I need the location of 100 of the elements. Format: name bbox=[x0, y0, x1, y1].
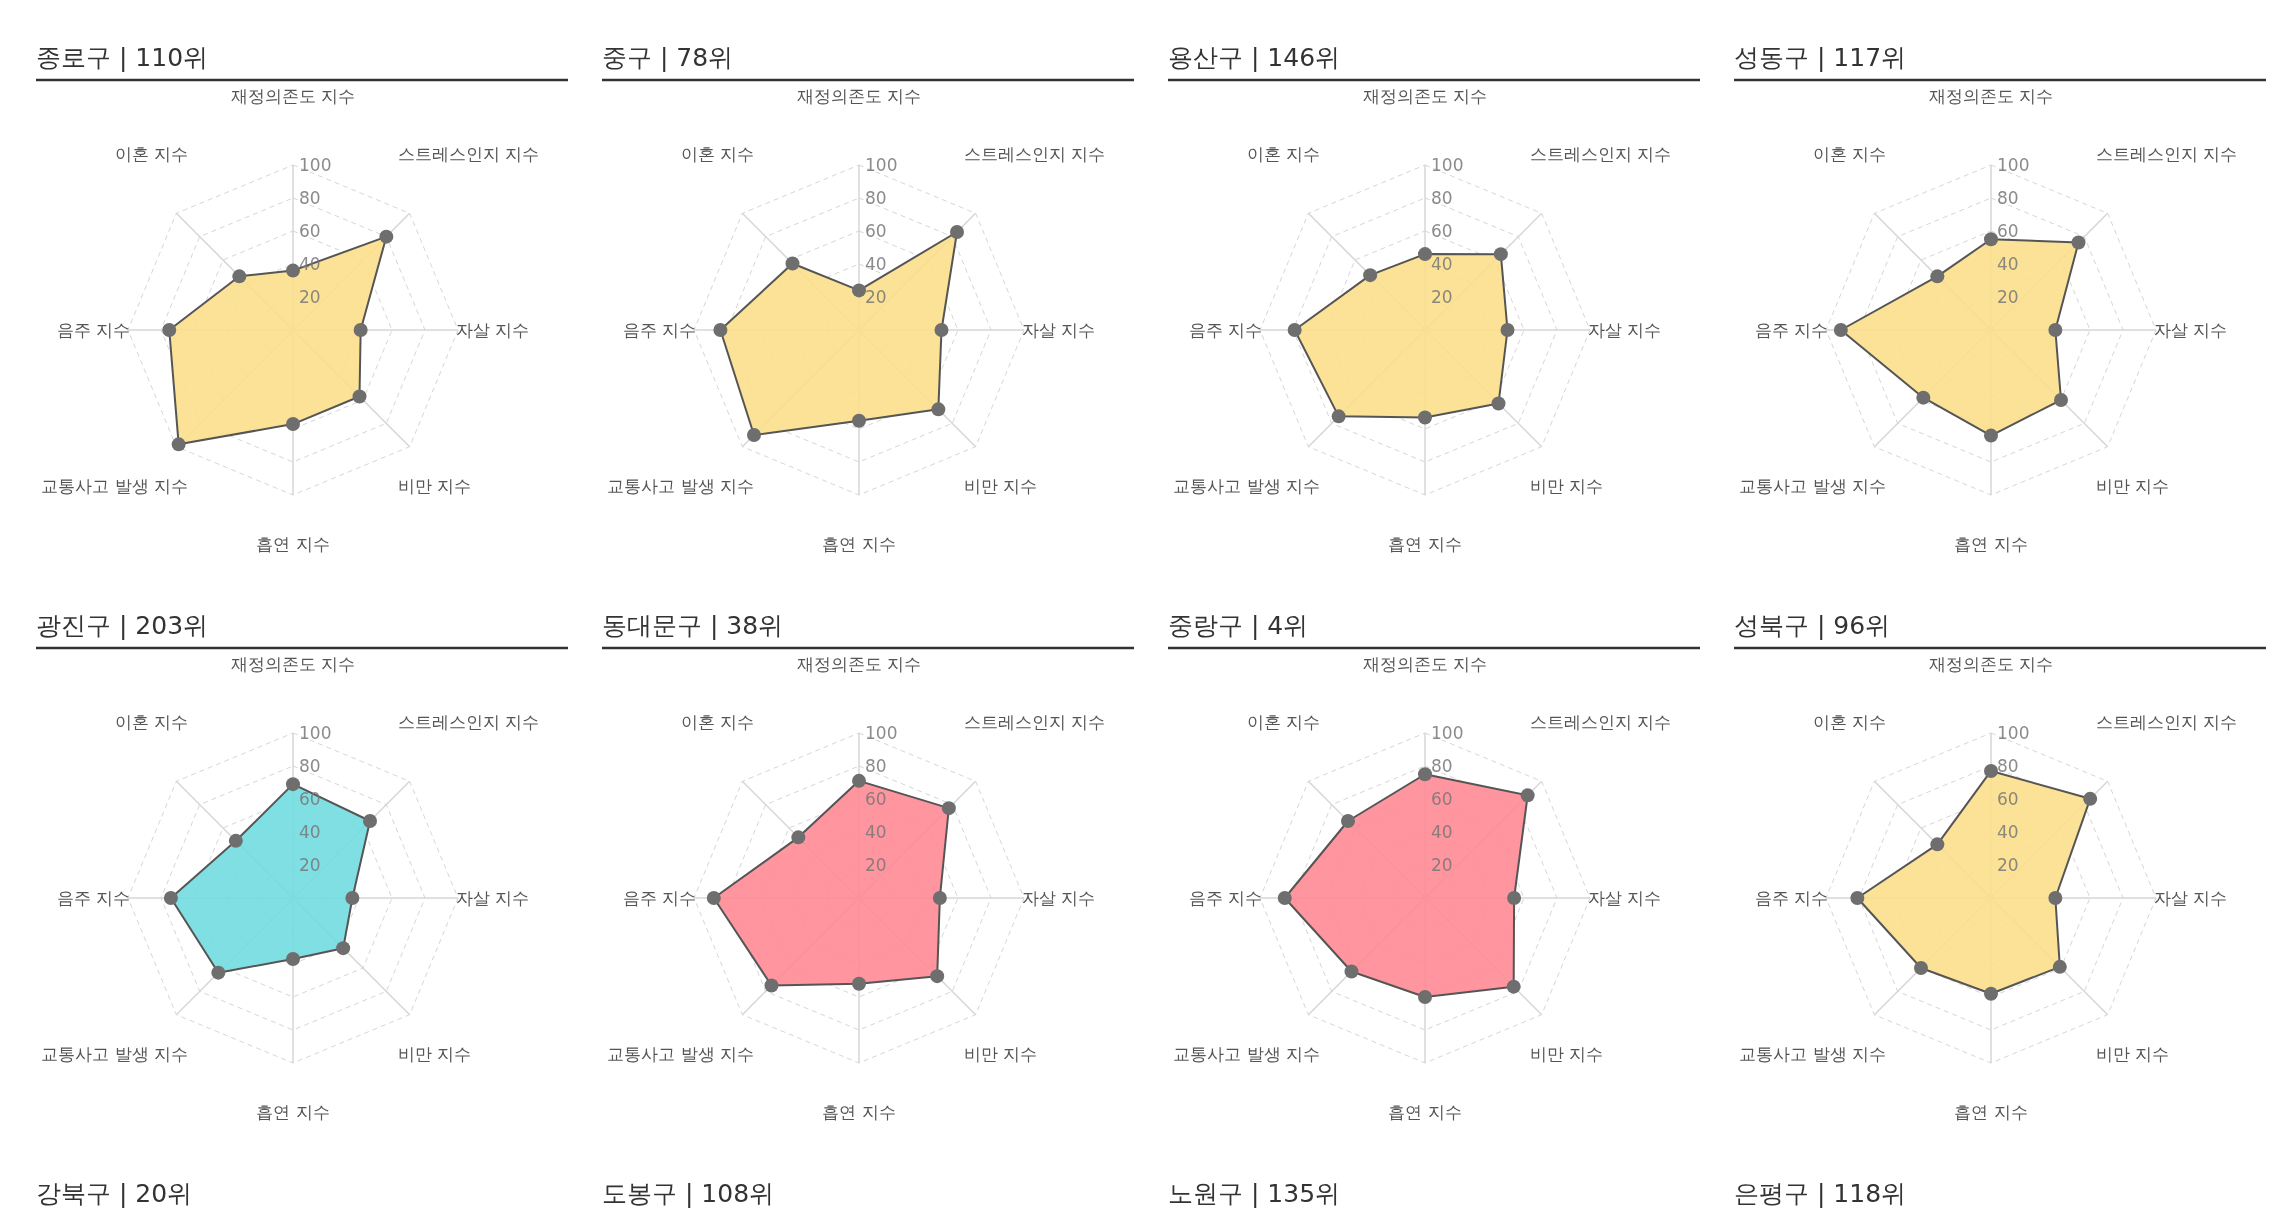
text: 강북구 | 20위 bbox=[36, 1179, 193, 1208]
y-tick-label: 80 bbox=[299, 188, 321, 208]
y-tick-label: 80 bbox=[1431, 756, 1453, 776]
y-tick-label: 20 bbox=[1431, 287, 1453, 307]
y-tick-label: 20 bbox=[865, 287, 887, 307]
spoke-label: 재정의존도 지수 bbox=[230, 654, 356, 674]
spoke-label: 교통사고 발생 지수 bbox=[1739, 1044, 1886, 1065]
y-tick-label: 100 bbox=[1997, 723, 2030, 743]
y-tick-label: 40 bbox=[865, 822, 887, 842]
spoke-label: 자살 지수 bbox=[2154, 320, 2228, 340]
spoke-label: 재정의존도 지수 bbox=[1362, 86, 1488, 106]
spoke-label: 이혼 지수 bbox=[1812, 711, 1886, 732]
y-tick-label: 80 bbox=[865, 188, 887, 208]
spoke-label: 재정의존도 지수 bbox=[1362, 654, 1488, 674]
spoke-label: 비만 지수 bbox=[1530, 476, 1604, 497]
y-tick-label: 100 bbox=[299, 723, 332, 743]
spoke-label: 비만 지수 bbox=[398, 1044, 472, 1065]
y-tick-label: 80 bbox=[1997, 756, 2019, 776]
chart-title: 중랑구 | 4위 bbox=[1168, 611, 1309, 640]
y-tick-label: 80 bbox=[865, 756, 887, 776]
y-tick-label: 20 bbox=[299, 855, 321, 875]
y-tick-label: 20 bbox=[1997, 855, 2019, 875]
spoke-label: 이혼 지수 bbox=[1246, 711, 1320, 732]
y-tick-label: 60 bbox=[299, 789, 321, 809]
spoke-label: 흡연 지수 bbox=[1388, 1102, 1462, 1122]
spoke-label: 스트레스인지 지수 bbox=[398, 143, 540, 164]
spoke-label: 음주 지수 bbox=[56, 888, 130, 908]
spoke-label: 재정의존도 지수 bbox=[796, 654, 922, 674]
spoke-label: 비만 지수 bbox=[1530, 1044, 1604, 1065]
spoke-label: 음주 지수 bbox=[622, 888, 696, 908]
spoke-label: 스트레스인지 지수 bbox=[964, 711, 1106, 732]
spoke-label: 흡연 지수 bbox=[822, 1102, 896, 1122]
spoke-label: 자살 지수 bbox=[1588, 320, 1662, 340]
spoke-label: 자살 지수 bbox=[456, 888, 530, 908]
spoke-label: 흡연 지수 bbox=[822, 534, 896, 554]
spoke-label: 재정의존도 지수 bbox=[796, 86, 922, 106]
y-tick-label: 40 bbox=[1997, 822, 2019, 842]
spoke-label: 흡연 지수 bbox=[1388, 534, 1462, 554]
y-tick-label: 20 bbox=[1997, 287, 2019, 307]
y-tick-label: 60 bbox=[299, 221, 321, 241]
spoke-label: 자살 지수 bbox=[1022, 320, 1096, 340]
spoke-label: 교통사고 발생 지수 bbox=[1173, 1044, 1320, 1065]
y-tick-label: 60 bbox=[865, 789, 887, 809]
spoke-label: 음주 지수 bbox=[1188, 888, 1262, 908]
y-tick-label: 20 bbox=[299, 287, 321, 307]
spoke-label: 음주 지수 bbox=[1754, 888, 1828, 908]
spoke-label: 음주 지수 bbox=[1188, 320, 1262, 340]
spoke-label: 이혼 지수 bbox=[1812, 143, 1886, 164]
spoke-label: 자살 지수 bbox=[456, 320, 530, 340]
spoke-label: 교통사고 발생 지수 bbox=[1739, 476, 1886, 497]
spoke-label: 교통사고 발생 지수 bbox=[41, 476, 188, 497]
y-tick-label: 40 bbox=[299, 254, 321, 274]
y-tick-label: 80 bbox=[1431, 188, 1453, 208]
y-tick-label: 40 bbox=[1431, 822, 1453, 842]
y-tick-label: 80 bbox=[299, 756, 321, 776]
spoke-label: 음주 지수 bbox=[56, 320, 130, 340]
y-tick-label: 60 bbox=[1997, 221, 2019, 241]
y-tick-label: 20 bbox=[865, 855, 887, 875]
spoke-label: 교통사고 발생 지수 bbox=[1173, 476, 1320, 497]
y-tick-label: 60 bbox=[1431, 221, 1453, 241]
spoke-label: 자살 지수 bbox=[2154, 888, 2228, 908]
spoke-label: 스트레스인지 지수 bbox=[2096, 143, 2238, 164]
spoke-label: 흡연 지수 bbox=[256, 534, 330, 554]
spoke-label: 자살 지수 bbox=[1022, 888, 1096, 908]
y-tick-label: 80 bbox=[1997, 188, 2019, 208]
y-tick-label: 60 bbox=[1431, 789, 1453, 809]
spoke-label: 교통사고 발생 지수 bbox=[41, 1044, 188, 1065]
spoke-label: 교통사고 발생 지수 bbox=[607, 476, 754, 497]
y-tick-label: 100 bbox=[1997, 155, 2030, 175]
spoke-label: 교통사고 발생 지수 bbox=[607, 1044, 754, 1065]
y-tick-label: 100 bbox=[299, 155, 332, 175]
y-tick-label: 60 bbox=[1997, 789, 2019, 809]
spoke-label: 자살 지수 bbox=[1588, 888, 1662, 908]
spoke-label: 스트레스인지 지수 bbox=[964, 143, 1106, 164]
y-tick-label: 40 bbox=[1431, 254, 1453, 274]
spoke-label: 스트레스인지 지수 bbox=[1530, 711, 1672, 732]
y-tick-label: 40 bbox=[299, 822, 321, 842]
y-tick-label: 100 bbox=[865, 723, 898, 743]
chart-title: 광진구 | 203위 bbox=[36, 611, 209, 640]
spoke-label: 비만 지수 bbox=[2096, 1044, 2170, 1065]
spoke-label: 재정의존도 지수 bbox=[230, 86, 356, 106]
chart-title: 종로구 | 110위 bbox=[36, 43, 209, 72]
spoke-label: 음주 지수 bbox=[1754, 320, 1828, 340]
y-tick-label: 40 bbox=[865, 254, 887, 274]
spoke-label: 비만 지수 bbox=[964, 476, 1038, 497]
spoke-label: 비만 지수 bbox=[2096, 476, 2170, 497]
spoke-label: 비만 지수 bbox=[398, 476, 472, 497]
chart-title: 용산구 | 146위 bbox=[1168, 43, 1341, 72]
spoke-label: 흡연 지수 bbox=[256, 1102, 330, 1122]
chart-title: 성동구 | 117위 bbox=[1734, 43, 1907, 72]
spoke-label: 흡연 지수 bbox=[1954, 534, 2028, 554]
y-tick-label: 100 bbox=[1431, 155, 1464, 175]
text: 도봉구 | 108위 bbox=[602, 1179, 775, 1208]
chart-title: 중구 | 78위 bbox=[602, 43, 734, 72]
spoke-label: 이혼 지수 bbox=[114, 711, 188, 732]
spoke-label: 재정의존도 지수 bbox=[1928, 654, 2054, 674]
text: 은평구 | 118위 bbox=[1734, 1179, 1907, 1208]
spoke-label: 음주 지수 bbox=[622, 320, 696, 340]
spoke-label: 이혼 지수 bbox=[680, 711, 754, 732]
chart-title: 동대문구 | 38위 bbox=[602, 611, 784, 640]
